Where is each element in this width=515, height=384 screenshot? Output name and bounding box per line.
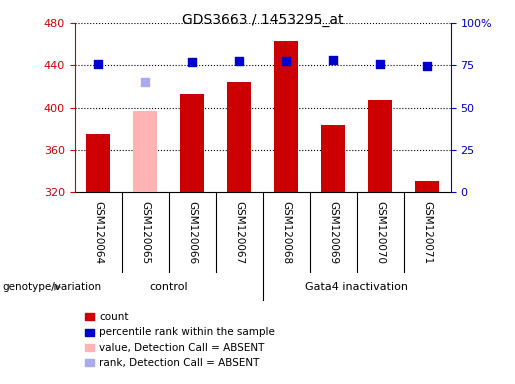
Bar xyxy=(85,344,94,351)
Text: control: control xyxy=(149,282,188,292)
Text: GDS3663 / 1453295_at: GDS3663 / 1453295_at xyxy=(182,13,344,27)
Text: count: count xyxy=(99,312,129,322)
Bar xyxy=(228,82,251,192)
Bar xyxy=(321,126,345,192)
Bar xyxy=(416,182,439,192)
Text: GSM120068: GSM120068 xyxy=(281,201,291,264)
Text: GSM120070: GSM120070 xyxy=(375,201,385,264)
Point xyxy=(376,61,384,68)
Point xyxy=(94,61,102,68)
Text: genotype/variation: genotype/variation xyxy=(3,282,101,292)
Text: GSM120069: GSM120069 xyxy=(328,201,338,264)
Text: GSM120066: GSM120066 xyxy=(187,201,197,264)
Text: percentile rank within the sample: percentile rank within the sample xyxy=(99,327,276,337)
Text: GSM120067: GSM120067 xyxy=(234,201,244,264)
Point xyxy=(329,57,337,63)
Text: GSM120071: GSM120071 xyxy=(422,201,432,264)
Bar xyxy=(87,134,110,192)
Bar xyxy=(274,41,298,192)
Bar xyxy=(180,94,204,192)
Point xyxy=(141,79,149,85)
Bar xyxy=(85,313,94,320)
Bar xyxy=(85,359,94,366)
Text: rank, Detection Call = ABSENT: rank, Detection Call = ABSENT xyxy=(99,358,260,368)
Point xyxy=(423,63,431,69)
Text: Gata4 inactivation: Gata4 inactivation xyxy=(305,282,408,292)
Point xyxy=(235,58,243,64)
Text: GSM120064: GSM120064 xyxy=(93,201,103,264)
Point xyxy=(188,59,196,65)
Bar xyxy=(133,111,157,192)
Bar xyxy=(85,329,94,336)
Text: GSM120065: GSM120065 xyxy=(140,201,150,264)
Bar xyxy=(368,100,392,192)
Point xyxy=(282,58,290,64)
Text: value, Detection Call = ABSENT: value, Detection Call = ABSENT xyxy=(99,343,265,353)
